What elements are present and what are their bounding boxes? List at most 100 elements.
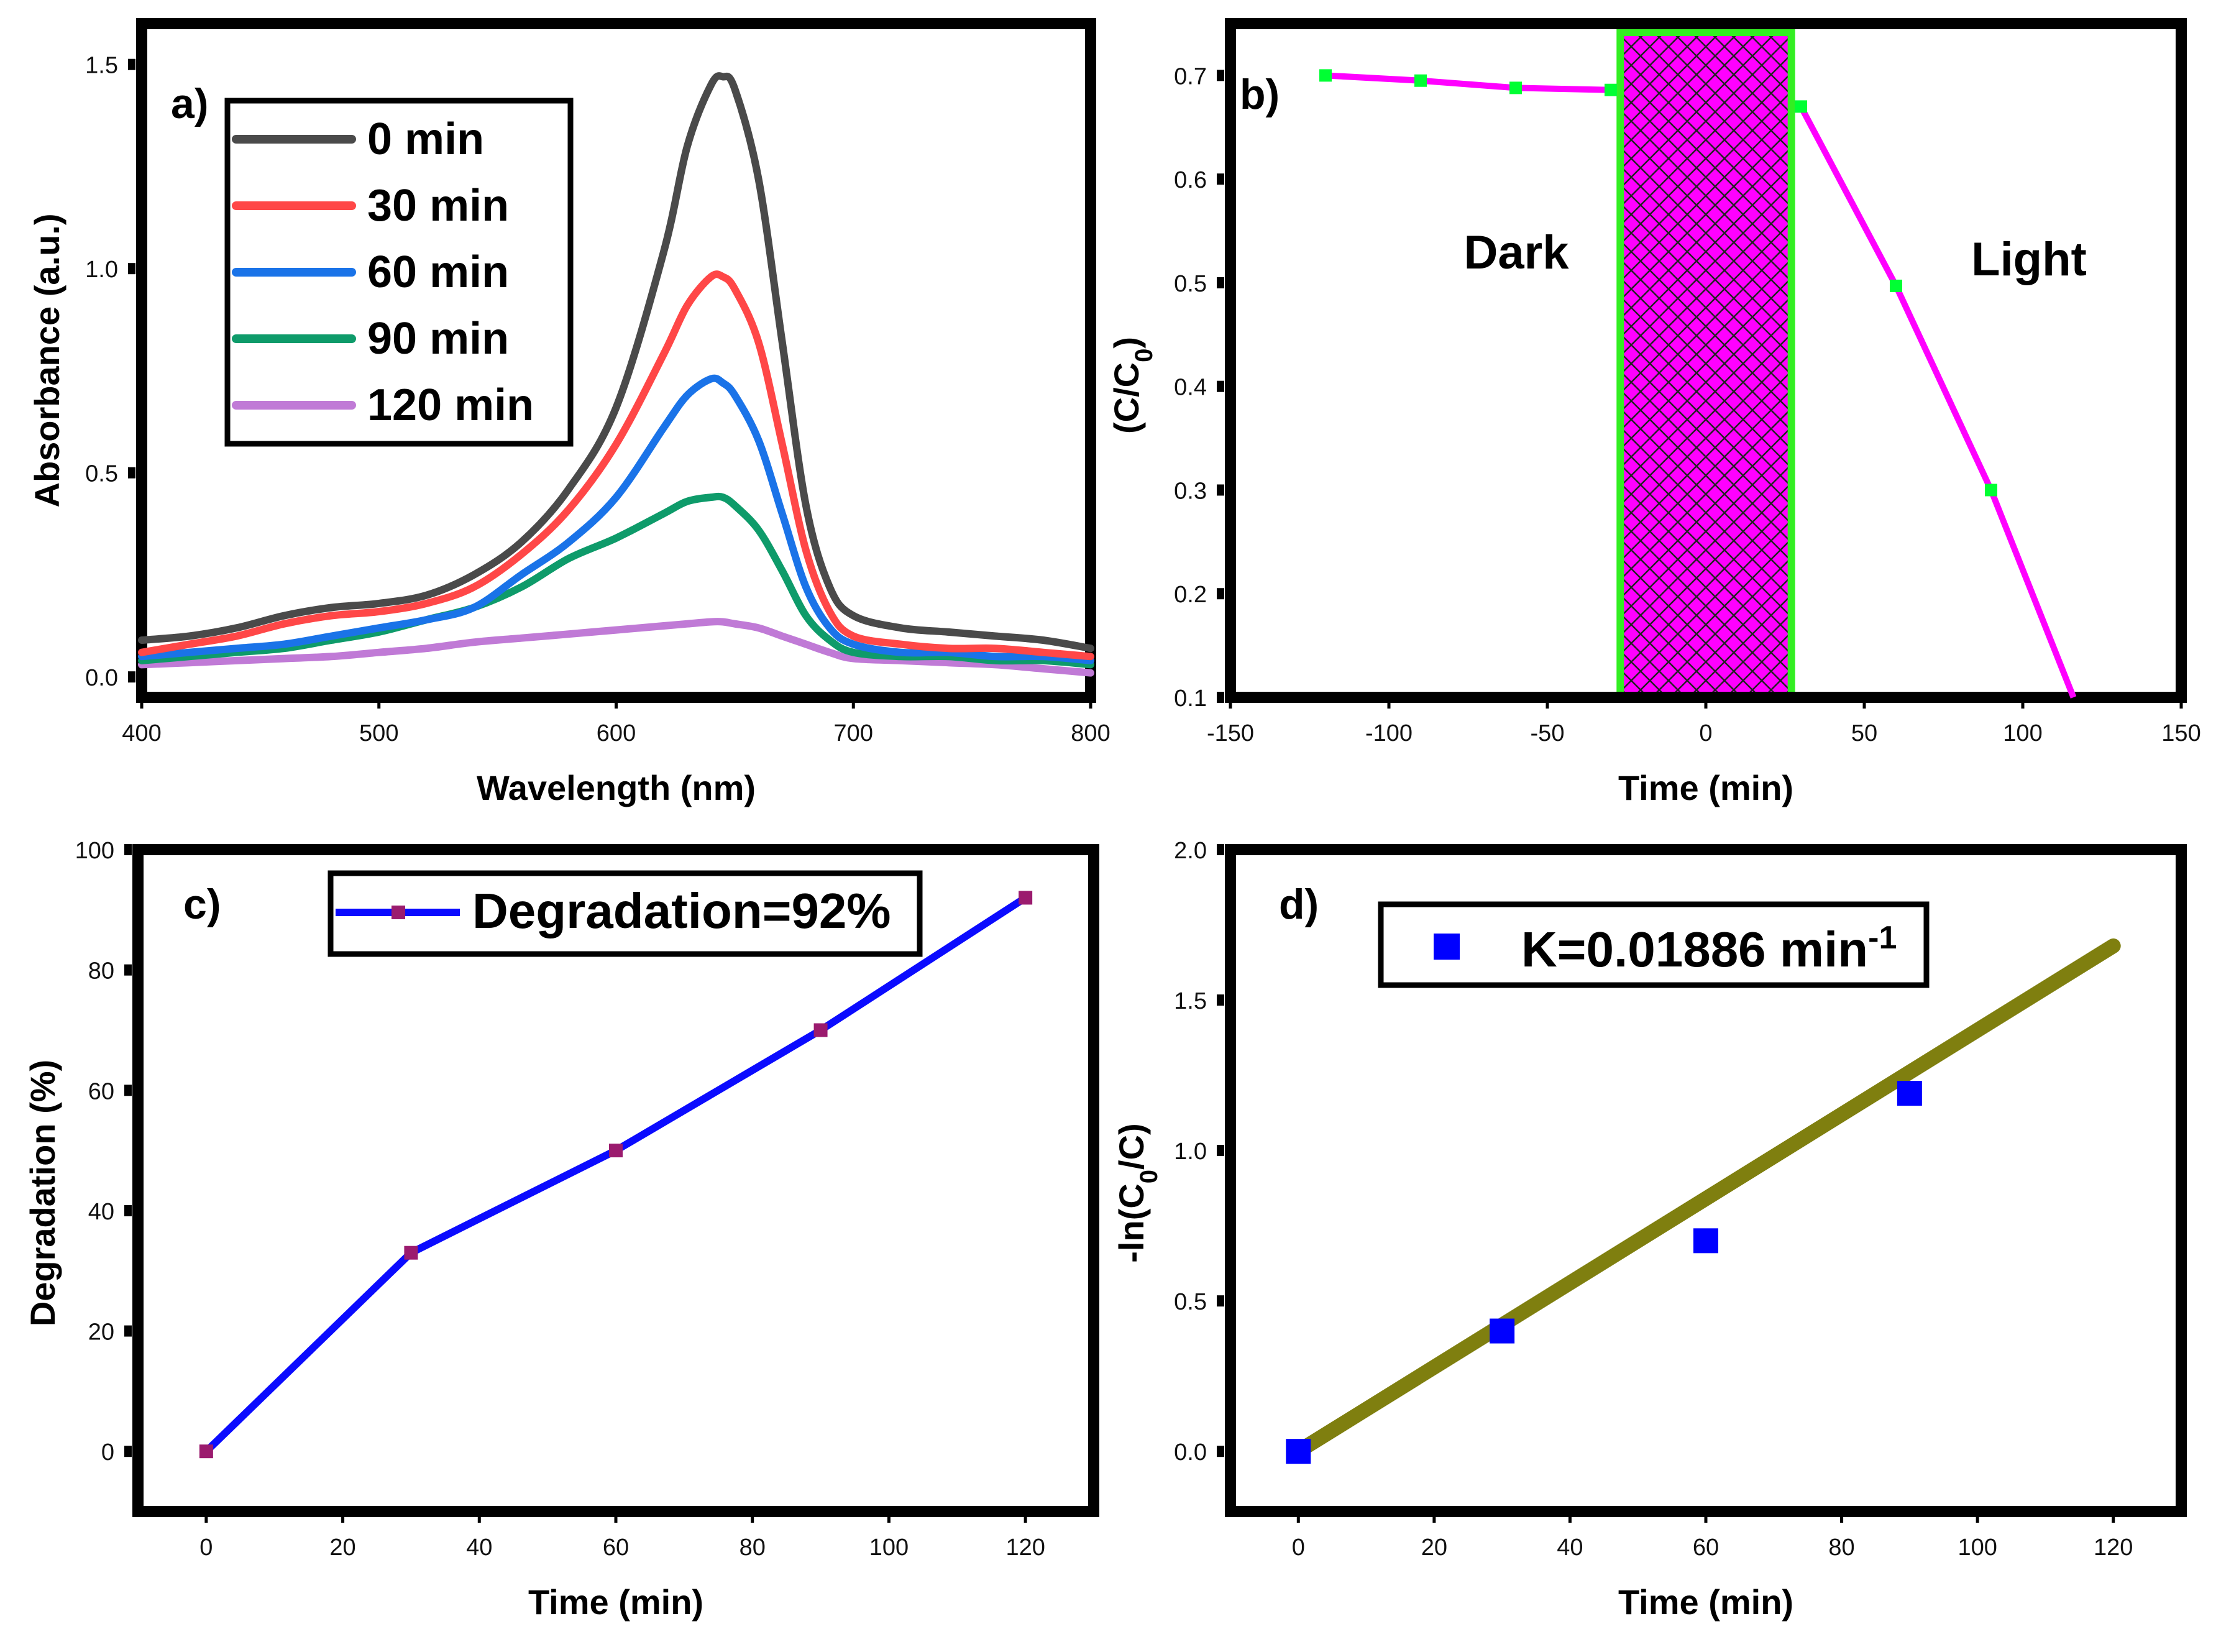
y-tick (1217, 588, 1224, 600)
x-axis-label: Time (min) (1618, 1582, 1793, 1622)
y-tick-label: 80 (88, 958, 114, 984)
y-tick (128, 58, 135, 70)
x-tick-label: -150 (1207, 720, 1254, 746)
x-tick-label: 60 (1693, 1535, 1719, 1561)
panel-label: a) (171, 80, 208, 127)
legend-label: Degradation=92% (472, 883, 891, 938)
y-tick (124, 964, 132, 976)
data-point (609, 1144, 623, 1158)
series-line-60-min (138, 374, 1094, 664)
x-tick-label: 0 (1292, 1535, 1305, 1561)
dark-line (1325, 72, 1611, 93)
data-point (1019, 891, 1033, 905)
y-tick-label: 1.5 (1174, 988, 1207, 1014)
y-tick-label: 0.3 (1174, 478, 1207, 504)
y-tick (1217, 277, 1224, 288)
y-tick-label: 0.0 (85, 665, 118, 691)
data-point (1286, 1439, 1311, 1464)
y-tick-label: 1.0 (85, 257, 118, 283)
x-tick-label: 20 (1421, 1535, 1447, 1561)
panel-label: c) (183, 881, 221, 928)
legend-label: 0 min (367, 114, 484, 164)
x-tick-label: -100 (1365, 720, 1413, 746)
y-axis-label: -ln(C0/C) (1112, 1123, 1163, 1262)
y-axis-label: Absorbance (a.u.) (27, 214, 66, 508)
legend-label: K=0.01886 min-1 (1521, 920, 1897, 977)
x-tick-label: 700 (834, 720, 873, 746)
data-point (1693, 1228, 1718, 1254)
x-axis-label: Time (min) (1618, 768, 1793, 807)
x-tick-label: 80 (1828, 1535, 1854, 1561)
panel-label: d) (1279, 881, 1319, 928)
y-tick (124, 1205, 132, 1216)
data-point (1795, 100, 1807, 113)
y-tick-label: 0.1 (1174, 686, 1207, 712)
data-point (1319, 69, 1332, 82)
data-point (1605, 83, 1617, 96)
x-tick-label: 0 (199, 1535, 213, 1561)
y-tick (1217, 484, 1224, 496)
data-point (1414, 74, 1427, 87)
dark-light-separator (1616, 29, 1795, 701)
y-tick (1217, 844, 1224, 855)
x-tick-label: 50 (1851, 720, 1877, 746)
y-tick (124, 1446, 132, 1457)
y-tick (1217, 173, 1224, 185)
fit-line (1291, 938, 2121, 1459)
light-line (1798, 105, 2077, 699)
data-point (199, 1444, 213, 1459)
y-tick (1217, 994, 1224, 1006)
y-tick-label: 60 (88, 1078, 114, 1104)
y-tick (1217, 380, 1224, 392)
y-tick-label: 100 (75, 838, 114, 864)
x-tick-label: 40 (466, 1535, 492, 1561)
legend-label: 90 min (367, 314, 509, 364)
y-tick (128, 671, 135, 683)
x-tick-label: 500 (359, 720, 398, 746)
y-axis-label: Degradation (%) (23, 1060, 62, 1326)
y-tick (124, 1085, 132, 1096)
data-point (1490, 1318, 1515, 1344)
dark-annotation: Dark (1464, 226, 1570, 279)
y-tick-label: 0.5 (1174, 1289, 1207, 1315)
series-line-30-min (138, 270, 1094, 661)
y-tick (1217, 1446, 1224, 1457)
x-axis-label: Wavelength (nm) (477, 768, 756, 807)
series-line-0-min (138, 72, 1094, 653)
data-point (1985, 484, 1997, 497)
y-tick-label: 40 (88, 1199, 114, 1225)
x-tick-label: -50 (1531, 720, 1565, 746)
x-tick-label: 120 (1005, 1535, 1045, 1561)
y-tick-label: 0.2 (1174, 582, 1207, 608)
x-tick-label: 100 (869, 1535, 909, 1561)
y-tick-label: 0.5 (1174, 271, 1207, 297)
y-tick (1217, 1295, 1224, 1307)
light-annotation: Light (1971, 233, 2087, 286)
x-tick-label: 80 (740, 1535, 766, 1561)
y-tick (128, 467, 135, 479)
x-axis-label: Time (min) (528, 1582, 703, 1622)
y-tick (124, 844, 132, 855)
legend-box (1378, 901, 1930, 988)
data-point (1897, 1081, 1922, 1106)
x-tick-label: 800 (1071, 720, 1110, 746)
legend-marker (1434, 934, 1460, 960)
x-tick-label: 100 (1958, 1535, 1997, 1561)
data-point (1509, 81, 1522, 94)
legend-label: 30 min (367, 181, 509, 231)
y-tick-label: 1.0 (1174, 1139, 1207, 1165)
degradation-line (203, 894, 1028, 1454)
x-tick-label: 60 (603, 1535, 629, 1561)
y-tick (1217, 70, 1224, 81)
x-tick-label: 100 (2003, 720, 2042, 746)
y-tick (128, 263, 135, 275)
y-tick-label: 0.6 (1174, 167, 1207, 193)
legend-box (224, 98, 574, 447)
x-tick-label: 400 (122, 720, 161, 746)
legend-label: 60 min (367, 247, 509, 297)
x-tick-label: 600 (597, 720, 636, 746)
y-tick-label: 0.7 (1174, 63, 1207, 89)
x-tick-label: 120 (2094, 1535, 2133, 1561)
series-line-90-min (138, 492, 1094, 669)
